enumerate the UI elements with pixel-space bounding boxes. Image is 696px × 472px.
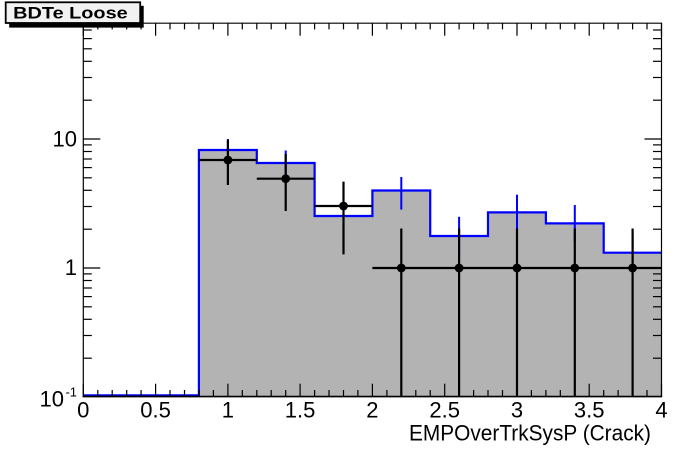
svg-text:10: 10 bbox=[40, 387, 64, 412]
svg-text:2: 2 bbox=[366, 398, 378, 423]
svg-text:-1: -1 bbox=[65, 385, 77, 400]
svg-text:10: 10 bbox=[53, 126, 77, 151]
svg-text:1: 1 bbox=[222, 398, 234, 423]
svg-text:BDTe Loose: BDTe Loose bbox=[13, 4, 128, 23]
svg-text:1.5: 1.5 bbox=[285, 398, 316, 423]
svg-text:2.5: 2.5 bbox=[429, 398, 460, 423]
svg-text:3.5: 3.5 bbox=[574, 398, 605, 423]
svg-text:0: 0 bbox=[77, 398, 89, 423]
svg-text:1: 1 bbox=[65, 255, 77, 280]
svg-text:EMPOverTrkSysP (Crack): EMPOverTrkSysP (Crack) bbox=[409, 421, 651, 446]
svg-text:0.5: 0.5 bbox=[140, 398, 171, 423]
svg-text:4: 4 bbox=[655, 398, 667, 423]
svg-text:3: 3 bbox=[511, 398, 523, 423]
